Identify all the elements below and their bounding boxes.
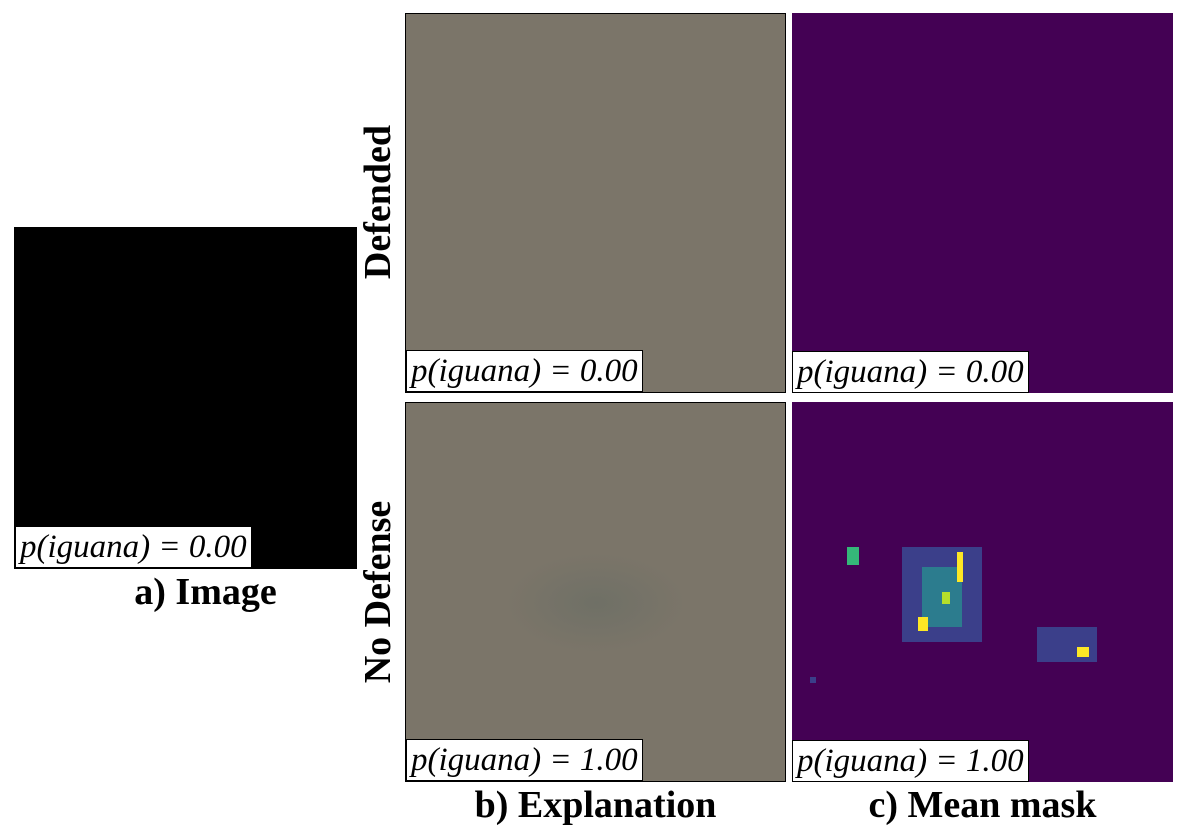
explanation-panel: p(iguana) = 0.00 [405, 13, 786, 393]
mask-region [942, 592, 950, 604]
image-panel: p(iguana) = 0.00 [14, 227, 357, 569]
mask-region [1077, 647, 1089, 657]
probability-label: p(iguana) = 0.00 [15, 526, 252, 568]
mask-panel: p(iguana) = 1.00 [792, 402, 1173, 782]
mask-region [847, 547, 859, 565]
mask-region [810, 677, 816, 683]
row-label: Defended [357, 124, 399, 280]
row-label: No Defense [357, 500, 399, 684]
column-caption: a) Image [134, 571, 277, 613]
mask-region [957, 552, 963, 582]
mask-panel: p(iguana) = 0.00 [792, 13, 1173, 393]
mask-region [918, 617, 928, 631]
probability-label: p(iguana) = 1.00 [792, 740, 1029, 782]
column-caption: c) Mean mask [868, 784, 1097, 826]
texture [506, 553, 686, 653]
explanation-panel: p(iguana) = 1.00 [405, 402, 786, 782]
column-caption: b) Explanation [474, 784, 717, 826]
probability-label: p(iguana) = 0.00 [792, 351, 1029, 393]
probability-label: p(iguana) = 0.00 [406, 350, 643, 392]
probability-label: p(iguana) = 1.00 [406, 739, 643, 781]
